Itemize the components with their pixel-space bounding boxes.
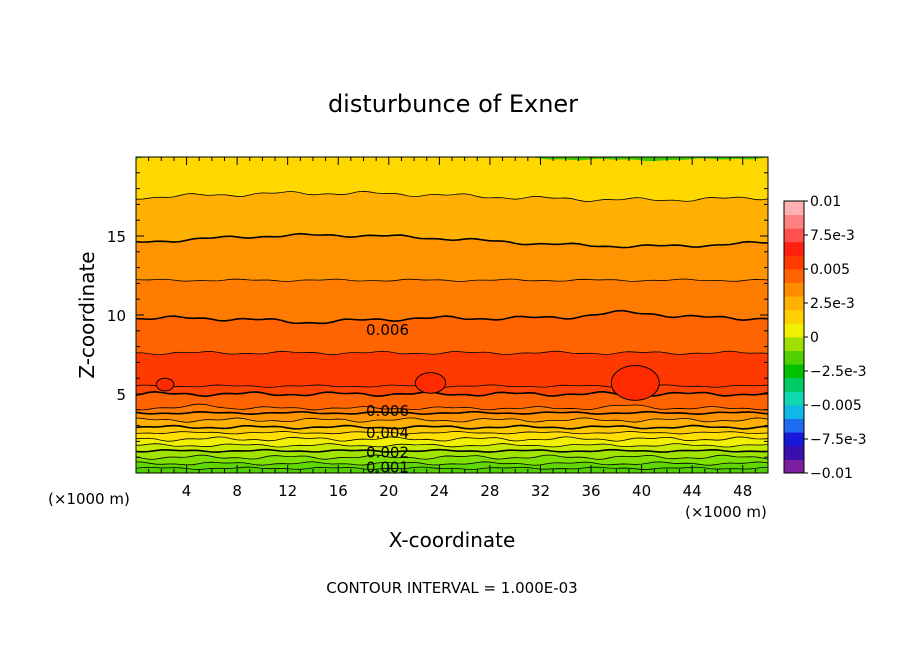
colorbar-swatch xyxy=(784,269,804,283)
colorbar-swatch xyxy=(784,337,804,351)
colorbar-swatch xyxy=(784,405,804,419)
colorbar-swatch xyxy=(784,282,804,297)
contour-line xyxy=(136,448,768,453)
contour-line xyxy=(136,390,768,398)
x-unit-left: (×1000 m) xyxy=(48,490,130,508)
contour-line xyxy=(136,466,768,470)
x-tick-label: 8 xyxy=(232,482,242,500)
x-tick-label: 36 xyxy=(581,482,600,500)
contour-line xyxy=(136,403,768,411)
colorbar-tick-label: −0.01 xyxy=(810,466,853,482)
contour-line xyxy=(136,454,768,460)
x-tick-label: 40 xyxy=(632,482,651,500)
contour-line xyxy=(136,431,768,435)
colorbar: 0.01 7.5e-3 0.005 2.5e-3 0 −2.5e-3 −0.005 −7.5e… xyxy=(783,194,867,482)
x-tick-label: 16 xyxy=(329,482,348,500)
y-axis-label: Z-coordinate xyxy=(75,251,99,378)
x-tick-label: 20 xyxy=(379,482,398,500)
colorbar-swatch xyxy=(784,201,804,215)
contour-cell xyxy=(414,372,447,394)
colorbar-swatch xyxy=(784,296,804,311)
contour-line xyxy=(136,350,768,356)
plot-area xyxy=(136,157,768,473)
colorbar-swatch xyxy=(784,214,804,229)
colorbar-swatch xyxy=(784,364,804,379)
contour-label: 0.006 xyxy=(366,321,409,339)
y-tick-label: 10 xyxy=(107,307,126,325)
x-axis-label: X-coordinate xyxy=(389,528,516,552)
contour-line xyxy=(136,278,768,282)
x-tick-label: 12 xyxy=(278,482,297,500)
contour-line xyxy=(136,417,768,423)
colorbar-swatch xyxy=(784,255,804,270)
x-tick-label: 24 xyxy=(430,482,449,500)
colorbar-tick-label: −7.5e-3 xyxy=(810,432,867,448)
x-axis: 4 8 12 16 20 24 28 32 36 40 44 48 xyxy=(148,157,756,500)
contour-line xyxy=(136,190,768,202)
colorbar-tick-label: 0 xyxy=(810,330,819,346)
colorbar-tick-label: −0.005 xyxy=(810,398,862,414)
contour-line xyxy=(136,309,768,325)
contour-line xyxy=(136,232,768,249)
contour-line xyxy=(136,410,768,416)
x-tick-label: 4 xyxy=(182,482,192,500)
colorbar-tick-label: −2.5e-3 xyxy=(810,364,867,380)
contour-line xyxy=(136,461,768,466)
y-tick-label: 15 xyxy=(107,228,126,246)
colorbar-swatch xyxy=(784,391,804,406)
colorbar-swatch xyxy=(784,350,804,365)
colorbar-swatch xyxy=(784,432,804,447)
contour-label: 0.001 xyxy=(366,459,409,477)
colorbar-swatch xyxy=(784,323,804,338)
colorbar-tick-label: 0.01 xyxy=(810,194,841,210)
chart-title: disturbunce of Exner xyxy=(328,90,578,118)
colorbar-tick-label: 7.5e-3 xyxy=(810,228,855,244)
x-tick-label: 32 xyxy=(531,482,550,500)
contour-label: 0.004 xyxy=(366,424,409,442)
contour-cells xyxy=(155,365,660,401)
colorbar-tick-label: 2.5e-3 xyxy=(810,296,855,312)
x-tick-label: 28 xyxy=(480,482,499,500)
contour-line xyxy=(136,443,768,448)
colorbar-swatch xyxy=(784,418,804,433)
colorbar-swatch xyxy=(784,459,804,474)
x-tick-label: 48 xyxy=(733,482,752,500)
y-tick-label: 5 xyxy=(116,386,126,404)
contour-line xyxy=(136,384,768,388)
colorbar-tick-label: 0.005 xyxy=(810,262,850,278)
colorbar-swatch xyxy=(784,445,804,460)
contour-cell xyxy=(155,377,175,392)
contour-line xyxy=(136,424,768,430)
x-unit-right: (×1000 m) xyxy=(685,503,767,521)
colorbar-swatch xyxy=(784,377,804,392)
contour-label: 0.002 xyxy=(366,444,409,462)
contour-interval-note: CONTOUR INTERVAL = 1.000E-03 xyxy=(326,579,577,597)
contour-line xyxy=(136,436,768,442)
x-tick-label: 44 xyxy=(683,482,702,500)
contour-lines xyxy=(136,190,768,470)
colorbar-swatch xyxy=(784,228,804,243)
contour-cell xyxy=(610,365,660,401)
y-axis: 5 10 15 xyxy=(107,172,768,458)
contour-band xyxy=(136,350,768,388)
colorbar-swatch xyxy=(784,309,804,324)
contour-label: 0.006 xyxy=(366,402,409,420)
colorbar-swatch xyxy=(784,241,804,256)
